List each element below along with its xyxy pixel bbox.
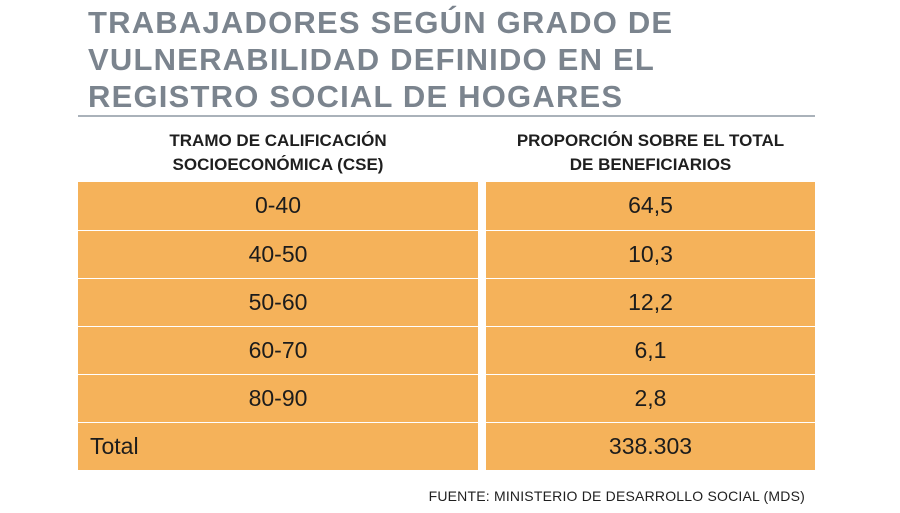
column-header-tramo-line-2: SOCIOECONÓMICA (CSE) <box>172 155 384 174</box>
chart-title-line-1: TRABAJADORES SEGÚN GRADO DE <box>88 5 674 40</box>
column-header-proporcion: PROPORCIÓN SOBRE EL TOTAL DE BENEFICIARI… <box>486 129 815 179</box>
tramo-cell: 60-70 <box>78 326 478 374</box>
proporcion-cell: 2,8 <box>486 374 815 422</box>
table-column-tramo: 0-40 40-50 50-60 60-70 80-90 Total <box>78 182 478 470</box>
title-divider <box>78 115 815 117</box>
chart-title-line-3: REGISTRO SOCIAL DE HOGARES <box>88 79 624 114</box>
total-label-cell: Total <box>78 422 478 470</box>
tramo-cell: 0-40 <box>254 192 302 218</box>
source-note: FUENTE: MINISTERIO DE DESARROLLO SOCIAL … <box>428 488 805 504</box>
tramo-cell: 40-50 <box>78 230 478 278</box>
column-header-proporcion-line-2: DE BENEFICIARIOS <box>569 155 732 174</box>
chart-title: TRABAJADORES SEGÚN GRADO DE VULNERABILID… <box>88 4 828 115</box>
column-header-proporcion-line-1: PROPORCIÓN SOBRE EL TOTAL <box>516 131 785 150</box>
proporcion-cell: 10,3 <box>486 230 815 278</box>
column-header-tramo-line-1: TRAMO DE CALIFICACIÓN <box>169 131 387 150</box>
proporcion-cell: 12,2 <box>486 278 815 326</box>
total-value-cell: 338.303 <box>486 422 815 470</box>
column-header-tramo: TRAMO DE CALIFICACIÓN SOCIOECONÓMICA (CS… <box>78 129 478 179</box>
chart-title-line-2: VULNERABILIDAD DEFINIDO EN EL <box>88 42 655 77</box>
tramo-cell: 50-60 <box>78 278 478 326</box>
proporcion-cell: 6,1 <box>486 326 815 374</box>
table-column-proporcion: 64,5 10,3 12,2 6,1 2,8 338.303 <box>486 182 815 470</box>
tramo-cell: 80-90 <box>78 374 478 422</box>
proporcion-cell: 64,5 <box>628 192 673 218</box>
